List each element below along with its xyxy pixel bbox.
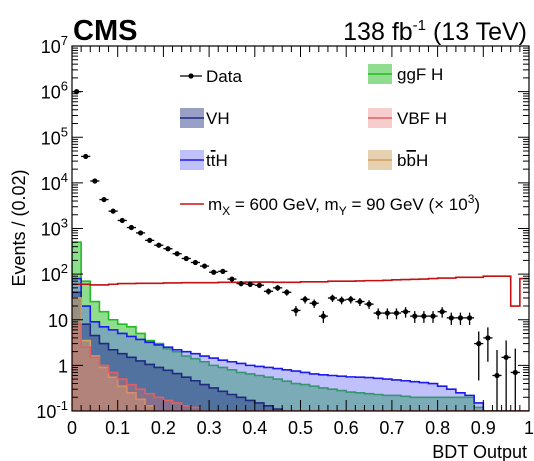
- data-point: [163, 246, 173, 252]
- y-tick-label: 10-1: [36, 398, 68, 422]
- data-point: [419, 311, 429, 323]
- data-point: [282, 289, 292, 296]
- data-point: [236, 280, 246, 287]
- x-tick-label: 0.8: [425, 418, 450, 438]
- data-point: [291, 306, 301, 317]
- luminosity-label: 138 fb-1 (13 TeV): [343, 17, 527, 46]
- data-point: [382, 308, 392, 320]
- y-tick-label: 103: [41, 216, 68, 240]
- data-point: [273, 285, 283, 291]
- data-point: [90, 178, 100, 184]
- data-point: [227, 276, 237, 282]
- data-point: [428, 311, 438, 323]
- y-tick-label: 102: [41, 261, 68, 285]
- data-point: [373, 308, 383, 320]
- signal-line: [72, 275, 529, 307]
- vh-legend-label: VH: [206, 109, 230, 128]
- data-legend-label: Data: [206, 67, 242, 86]
- data-point: [492, 349, 502, 411]
- data-point: [135, 230, 146, 236]
- data-point: [391, 308, 402, 320]
- data-point: [126, 224, 136, 231]
- legend: Data ggF H VH VBF H ttH bbH mX = 600 GeV, mY =…: [180, 64, 480, 218]
- legend-entry-data: Data: [180, 67, 242, 86]
- data-point: [474, 331, 484, 381]
- vh-histogram: [72, 291, 529, 411]
- x-tick-label: 1: [524, 418, 534, 438]
- data-point: [117, 217, 127, 224]
- data-point: [209, 269, 219, 275]
- y-tick-label: 107: [41, 33, 68, 57]
- data-point: [181, 255, 191, 262]
- data-point: [254, 282, 264, 289]
- x-tick-label: 0.9: [471, 418, 496, 438]
- data-point: [300, 295, 310, 304]
- data-point: [309, 299, 319, 308]
- data-point: [465, 312, 475, 325]
- data-point: [510, 348, 520, 411]
- data-point: [218, 268, 228, 274]
- data-point: [337, 296, 347, 305]
- data-point: [172, 251, 182, 257]
- vbf-legend-label: VBF H: [397, 109, 447, 128]
- data-point: [501, 340, 511, 411]
- data-points: [72, 89, 520, 411]
- ggf-legend-label: ggF H: [397, 65, 443, 84]
- data-point: [355, 297, 365, 307]
- bbh-legend-label: bbH: [397, 151, 428, 170]
- data-point: [81, 153, 91, 160]
- ggf-histogram: [72, 241, 529, 411]
- data-point: [446, 312, 456, 325]
- y-axis-title: Events / (0.02): [9, 169, 29, 286]
- x-tick-label: 0.6: [334, 418, 359, 438]
- data-point: [327, 294, 338, 302]
- x-tick-label: 0.1: [105, 418, 130, 438]
- data-point: [318, 311, 328, 323]
- signal-legend-label: mX = 600 GeV, mY = 90 GeV (× 103): [208, 192, 480, 218]
- data-point: [145, 237, 155, 243]
- background-histograms: [72, 241, 529, 411]
- y-tick-label: 1: [58, 356, 68, 376]
- y-tick-label: 105: [41, 124, 68, 148]
- data-point: [263, 288, 274, 295]
- legend-entry-ggf: ggF H: [368, 64, 443, 84]
- data-point: [108, 208, 118, 214]
- y-tick-label: 10: [48, 311, 68, 331]
- data-point: [245, 281, 255, 287]
- data-point: [455, 312, 466, 325]
- y-tick-label: 104: [41, 170, 68, 194]
- x-axis-title: BDT Output: [432, 442, 527, 461]
- x-tick-label: 0.5: [288, 418, 313, 438]
- y-tick-label: 106: [41, 79, 68, 103]
- data-point: [346, 295, 356, 304]
- legend-entry-tth: ttH: [180, 150, 228, 170]
- data-point: [199, 263, 210, 269]
- signal-histogram: [72, 275, 529, 307]
- data-point: [154, 242, 164, 248]
- legend-entry-bbh: bbH: [368, 150, 428, 170]
- tth-legend-label: ttH: [206, 151, 228, 170]
- data-point: [190, 259, 200, 266]
- x-tick-label: 0.3: [197, 418, 222, 438]
- data-point: [483, 327, 493, 362]
- data-point: [364, 300, 374, 309]
- data-point: [410, 311, 420, 323]
- experiment-label: CMS: [73, 15, 137, 47]
- legend-entry-vh: VH: [180, 108, 230, 128]
- x-tick-label: 0.2: [151, 418, 176, 438]
- legend-entry-vbf: VBF H: [368, 108, 447, 128]
- axes: 10-1 1 10 102 103 104 105 106 107 0 0.1 0.2 0.3 0.4 0.…: [36, 33, 534, 438]
- legend-entry-signal: mX = 600 GeV, mY = 90 GeV (× 103): [180, 192, 480, 218]
- data-point: [401, 307, 411, 318]
- data-point: [437, 307, 447, 318]
- x-tick-label: 0: [67, 418, 77, 438]
- x-tick-label: 0.7: [379, 418, 404, 438]
- data-point: [99, 196, 109, 203]
- x-tick-label: 0.4: [242, 418, 267, 438]
